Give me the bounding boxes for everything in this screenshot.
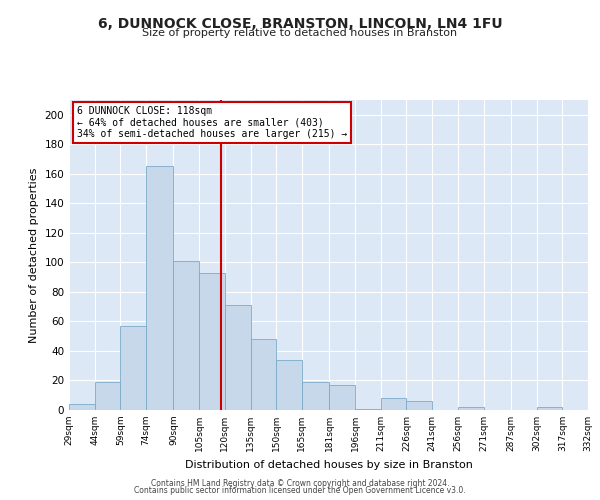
Text: 6 DUNNOCK CLOSE: 118sqm
← 64% of detached houses are smaller (403)
34% of semi-d: 6 DUNNOCK CLOSE: 118sqm ← 64% of detache… [77,106,347,140]
Text: Contains public sector information licensed under the Open Government Licence v3: Contains public sector information licen… [134,486,466,495]
Bar [121,326,146,410]
Text: Contains HM Land Registry data © Crown copyright and database right 2024.: Contains HM Land Registry data © Crown c… [151,478,449,488]
Bar [381,398,406,410]
Bar [276,360,302,410]
Bar [69,404,95,410]
Bar [302,382,329,410]
Bar [146,166,173,410]
Bar [225,305,251,410]
X-axis label: Distribution of detached houses by size in Branston: Distribution of detached houses by size … [185,460,472,469]
Y-axis label: Number of detached properties: Number of detached properties [29,168,39,342]
Bar [329,385,355,410]
Bar [173,261,199,410]
Text: 6, DUNNOCK CLOSE, BRANSTON, LINCOLN, LN4 1FU: 6, DUNNOCK CLOSE, BRANSTON, LINCOLN, LN4… [98,18,502,32]
Bar [355,408,381,410]
Bar [95,382,121,410]
Bar [251,339,276,410]
Bar [536,407,562,410]
Bar [406,401,432,410]
Bar [199,272,225,410]
Bar [458,407,484,410]
Text: Size of property relative to detached houses in Branston: Size of property relative to detached ho… [142,28,458,38]
